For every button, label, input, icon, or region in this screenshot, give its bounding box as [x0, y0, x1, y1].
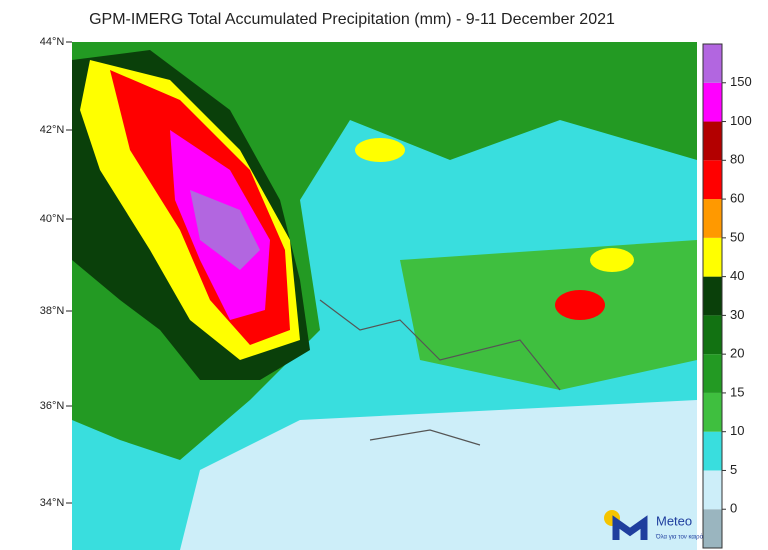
colorbar-segment	[703, 160, 722, 200]
colorbar-label: 30	[730, 307, 744, 322]
colorbar-label: 100	[730, 113, 752, 128]
colorbar-label: 150	[730, 74, 752, 89]
colorbar-frame	[702, 43, 723, 549]
colorbar-segment	[703, 354, 722, 393]
colorbar-label: 5	[730, 462, 737, 477]
colorbar-segment	[703, 509, 722, 548]
colorbar-segment	[703, 315, 722, 355]
colorbar-label: 15	[730, 384, 744, 399]
colorbar-segment	[703, 392, 722, 432]
colorbar-segment	[703, 199, 722, 238]
lat-label: 44°N	[40, 36, 65, 48]
colorbar-label: 20	[730, 346, 744, 361]
colorbar-label: 10	[730, 423, 744, 438]
lat-label: 42°N	[40, 124, 65, 136]
logo-tagline: Όλα για τον καιρό	[655, 534, 704, 541]
colorbar-segment	[703, 121, 722, 161]
colorbar-segment	[703, 276, 722, 316]
colorbar-label: 0	[730, 501, 737, 516]
colorbar-segment	[703, 44, 722, 83]
colorbar-label: 50	[730, 229, 744, 244]
colorbar-label: 40	[730, 268, 744, 283]
colorbar-segment	[703, 470, 722, 510]
colorbar-label: 60	[730, 191, 744, 206]
lat-label: 36°N	[40, 400, 65, 412]
colorbar-segment	[703, 237, 722, 277]
lat-label: 38°N	[40, 305, 65, 317]
title: GPM-IMERG Total Accumulated Precipitatio…	[89, 11, 615, 28]
logo: Meteo Όλα για τον καιρό	[604, 510, 704, 541]
colorbar: 0 5 10 15 20 30 40 50 60 80 100 150	[702, 43, 752, 549]
colorbar-segment	[703, 431, 722, 471]
colorbar-label: 80	[730, 152, 744, 167]
map	[72, 42, 697, 550]
lat-label: 34°N	[40, 497, 65, 509]
colorbar-segment	[703, 82, 722, 122]
logo-name: Meteo	[656, 513, 692, 528]
lat-label: 40°N	[40, 213, 65, 225]
latitude-axis: 44°N 42°N 40°N 38°N 36°N 34°N	[40, 36, 72, 509]
